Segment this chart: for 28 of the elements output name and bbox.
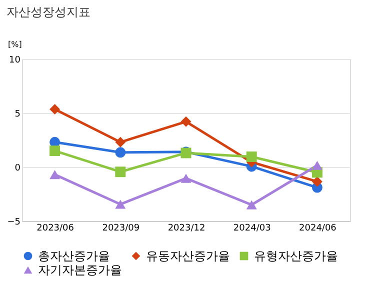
point xyxy=(246,200,257,210)
point xyxy=(50,170,60,180)
point xyxy=(50,104,60,114)
y-axis-title: [%] xyxy=(8,40,22,49)
point xyxy=(115,136,126,148)
x-tick-label: 2024/03 xyxy=(233,224,271,234)
legend-label: 자기자본증가율 xyxy=(38,263,122,277)
point xyxy=(180,174,192,183)
legend-label: 총자산증가율 xyxy=(38,249,110,263)
point xyxy=(312,160,322,170)
y-tick-label: 10 xyxy=(9,56,21,66)
legend-label: 유동자산증가율 xyxy=(146,249,230,263)
x-tick-label: 2023/06 xyxy=(36,224,74,234)
point xyxy=(50,146,60,156)
x-tick-label: 2023/09 xyxy=(102,224,140,234)
legend-label: 유형자산증가율 xyxy=(254,249,338,263)
x-tick-label: 2023/12 xyxy=(168,224,206,234)
point xyxy=(312,176,322,187)
point xyxy=(115,147,126,158)
point xyxy=(246,151,257,162)
chart-title: 자산성장성지표 xyxy=(6,5,91,19)
point xyxy=(115,166,126,178)
point xyxy=(115,200,126,209)
y-tick-label: −5 xyxy=(7,218,20,228)
y-tick-label: 5 xyxy=(14,110,20,120)
x-tick-label: 2024/06 xyxy=(299,224,337,234)
y-tick-label: 0 xyxy=(14,164,21,174)
point xyxy=(180,116,192,127)
